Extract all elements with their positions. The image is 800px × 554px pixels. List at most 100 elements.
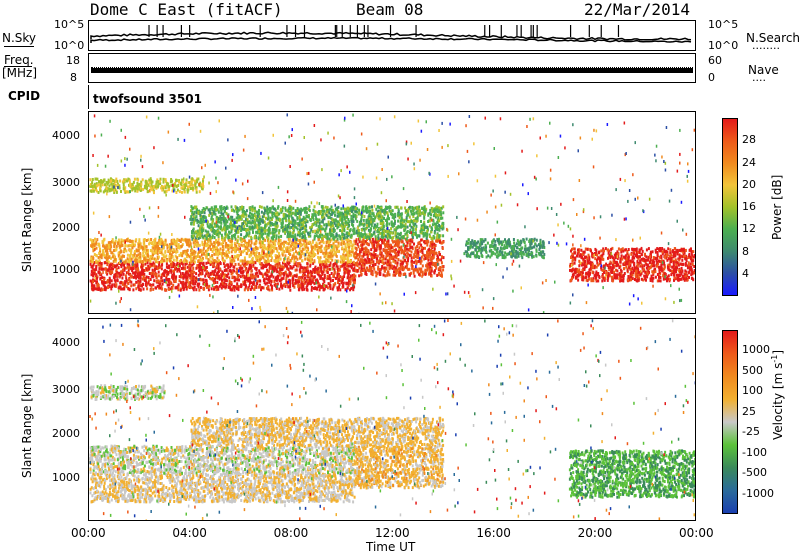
heatmap-cell bbox=[223, 285, 225, 289]
heatmap-cell bbox=[222, 262, 225, 265]
heatmap-cell bbox=[187, 181, 190, 185]
heatmap-cell bbox=[341, 246, 344, 250]
heatmap-cell bbox=[263, 265, 265, 269]
heatmap-cell bbox=[430, 256, 433, 260]
heatmap-cell bbox=[369, 261, 372, 265]
heatmap-cell bbox=[259, 254, 262, 258]
heatmap-cell bbox=[249, 288, 252, 291]
heatmap-cell bbox=[183, 275, 186, 279]
heatmap-cell bbox=[433, 242, 436, 246]
heatmap-cell bbox=[244, 264, 247, 268]
heatmap-cell bbox=[204, 241, 206, 245]
heatmap-cell bbox=[318, 228, 321, 232]
heatmap-cell bbox=[312, 268, 315, 272]
heatmap-cell bbox=[157, 244, 159, 248]
heatmap-cell bbox=[313, 254, 316, 258]
heatmap-cell bbox=[369, 269, 372, 273]
heatmap-cell bbox=[172, 258, 175, 262]
heatmap-cell bbox=[311, 245, 314, 249]
heatmap-cell bbox=[100, 256, 103, 260]
heatmap-cell bbox=[90, 273, 93, 277]
heatmap-cell bbox=[252, 274, 255, 278]
heatmap-cell bbox=[231, 261, 234, 265]
heatmap-cell bbox=[275, 287, 278, 290]
heatmap-cell bbox=[305, 278, 308, 282]
heatmap-cell bbox=[342, 256, 345, 260]
heatmap-cell bbox=[117, 241, 120, 245]
heatmap-cell bbox=[354, 251, 357, 255]
heatmap-cell bbox=[227, 238, 230, 242]
heatmap-cell bbox=[211, 234, 214, 238]
heatmap-cell bbox=[210, 225, 213, 229]
heatmap-cell bbox=[341, 222, 344, 225]
heatmap-cell bbox=[148, 267, 151, 271]
heatmap-cell bbox=[258, 252, 261, 255]
heatmap-cell bbox=[300, 250, 303, 254]
heatmap-cell bbox=[324, 205, 327, 209]
heatmap-cell bbox=[233, 247, 236, 251]
heatmap-cell bbox=[198, 190, 201, 194]
heatmap-cell bbox=[209, 263, 212, 266]
heatmap-cell bbox=[333, 249, 336, 253]
heatmap-cell bbox=[387, 247, 390, 250]
heatmap-cell bbox=[371, 245, 374, 249]
heatmap-cell bbox=[325, 236, 328, 240]
heatmap-cell bbox=[243, 259, 246, 263]
heatmap-cell bbox=[337, 241, 340, 245]
heatmap-cell bbox=[198, 288, 201, 292]
heatmap-cell bbox=[292, 265, 295, 269]
heatmap-cell bbox=[327, 246, 330, 249]
heatmap-cell bbox=[327, 254, 330, 258]
heatmap-cell bbox=[300, 221, 303, 225]
heatmap-cell bbox=[195, 288, 198, 292]
heatmap-cell bbox=[97, 261, 100, 265]
heatmap-cell bbox=[110, 267, 113, 270]
heatmap-cell bbox=[206, 270, 208, 274]
heatmap-cell bbox=[415, 224, 418, 228]
heatmap-cell bbox=[263, 244, 266, 248]
heatmap-cell bbox=[335, 246, 338, 250]
heatmap-cell bbox=[145, 187, 148, 191]
heatmap-cell bbox=[365, 227, 367, 231]
heatmap-cell bbox=[326, 238, 329, 242]
heatmap-cell bbox=[98, 267, 101, 271]
heatmap-cell bbox=[325, 226, 328, 230]
heatmap-cell bbox=[354, 274, 357, 278]
heatmap-cell bbox=[135, 280, 138, 284]
heatmap-cell bbox=[290, 225, 293, 229]
heatmap-cell bbox=[142, 283, 145, 286]
heatmap-cell bbox=[174, 254, 177, 258]
heatmap-cell bbox=[386, 234, 389, 238]
heatmap-cell bbox=[193, 249, 195, 253]
heatmap-cell bbox=[258, 269, 261, 273]
heatmap-cell bbox=[126, 257, 129, 261]
heatmap-cell bbox=[117, 251, 120, 255]
heatmap-cell bbox=[95, 240, 98, 244]
heatmap-cell bbox=[101, 281, 104, 285]
heatmap-cell bbox=[139, 273, 142, 277]
heatmap-cell bbox=[244, 210, 247, 214]
heatmap-cell bbox=[272, 237, 275, 241]
heatmap-cell bbox=[197, 285, 200, 289]
heatmap-cell bbox=[250, 221, 253, 225]
heatmap-cell bbox=[312, 261, 315, 265]
heatmap-cell bbox=[90, 184, 93, 188]
heatmap-cell bbox=[405, 247, 408, 251]
heatmap-cell bbox=[328, 274, 331, 277]
heatmap-cell bbox=[390, 249, 392, 253]
heatmap-cell bbox=[270, 284, 273, 288]
heatmap-cell bbox=[423, 216, 426, 220]
heatmap-cell bbox=[266, 248, 269, 252]
heatmap-cell bbox=[317, 272, 320, 276]
heatmap-cell bbox=[429, 244, 432, 248]
heatmap-cell bbox=[99, 271, 102, 275]
heatmap-cell bbox=[150, 179, 153, 183]
noise-search-trace bbox=[90, 36, 692, 43]
heatmap-cell bbox=[160, 242, 163, 246]
heatmap-cell bbox=[244, 241, 247, 245]
heatmap-cell bbox=[134, 275, 136, 279]
heatmap-cell bbox=[228, 276, 231, 280]
heatmap-cell bbox=[373, 267, 376, 271]
heatmap-cell bbox=[235, 244, 238, 248]
heatmap-cell bbox=[394, 268, 397, 272]
